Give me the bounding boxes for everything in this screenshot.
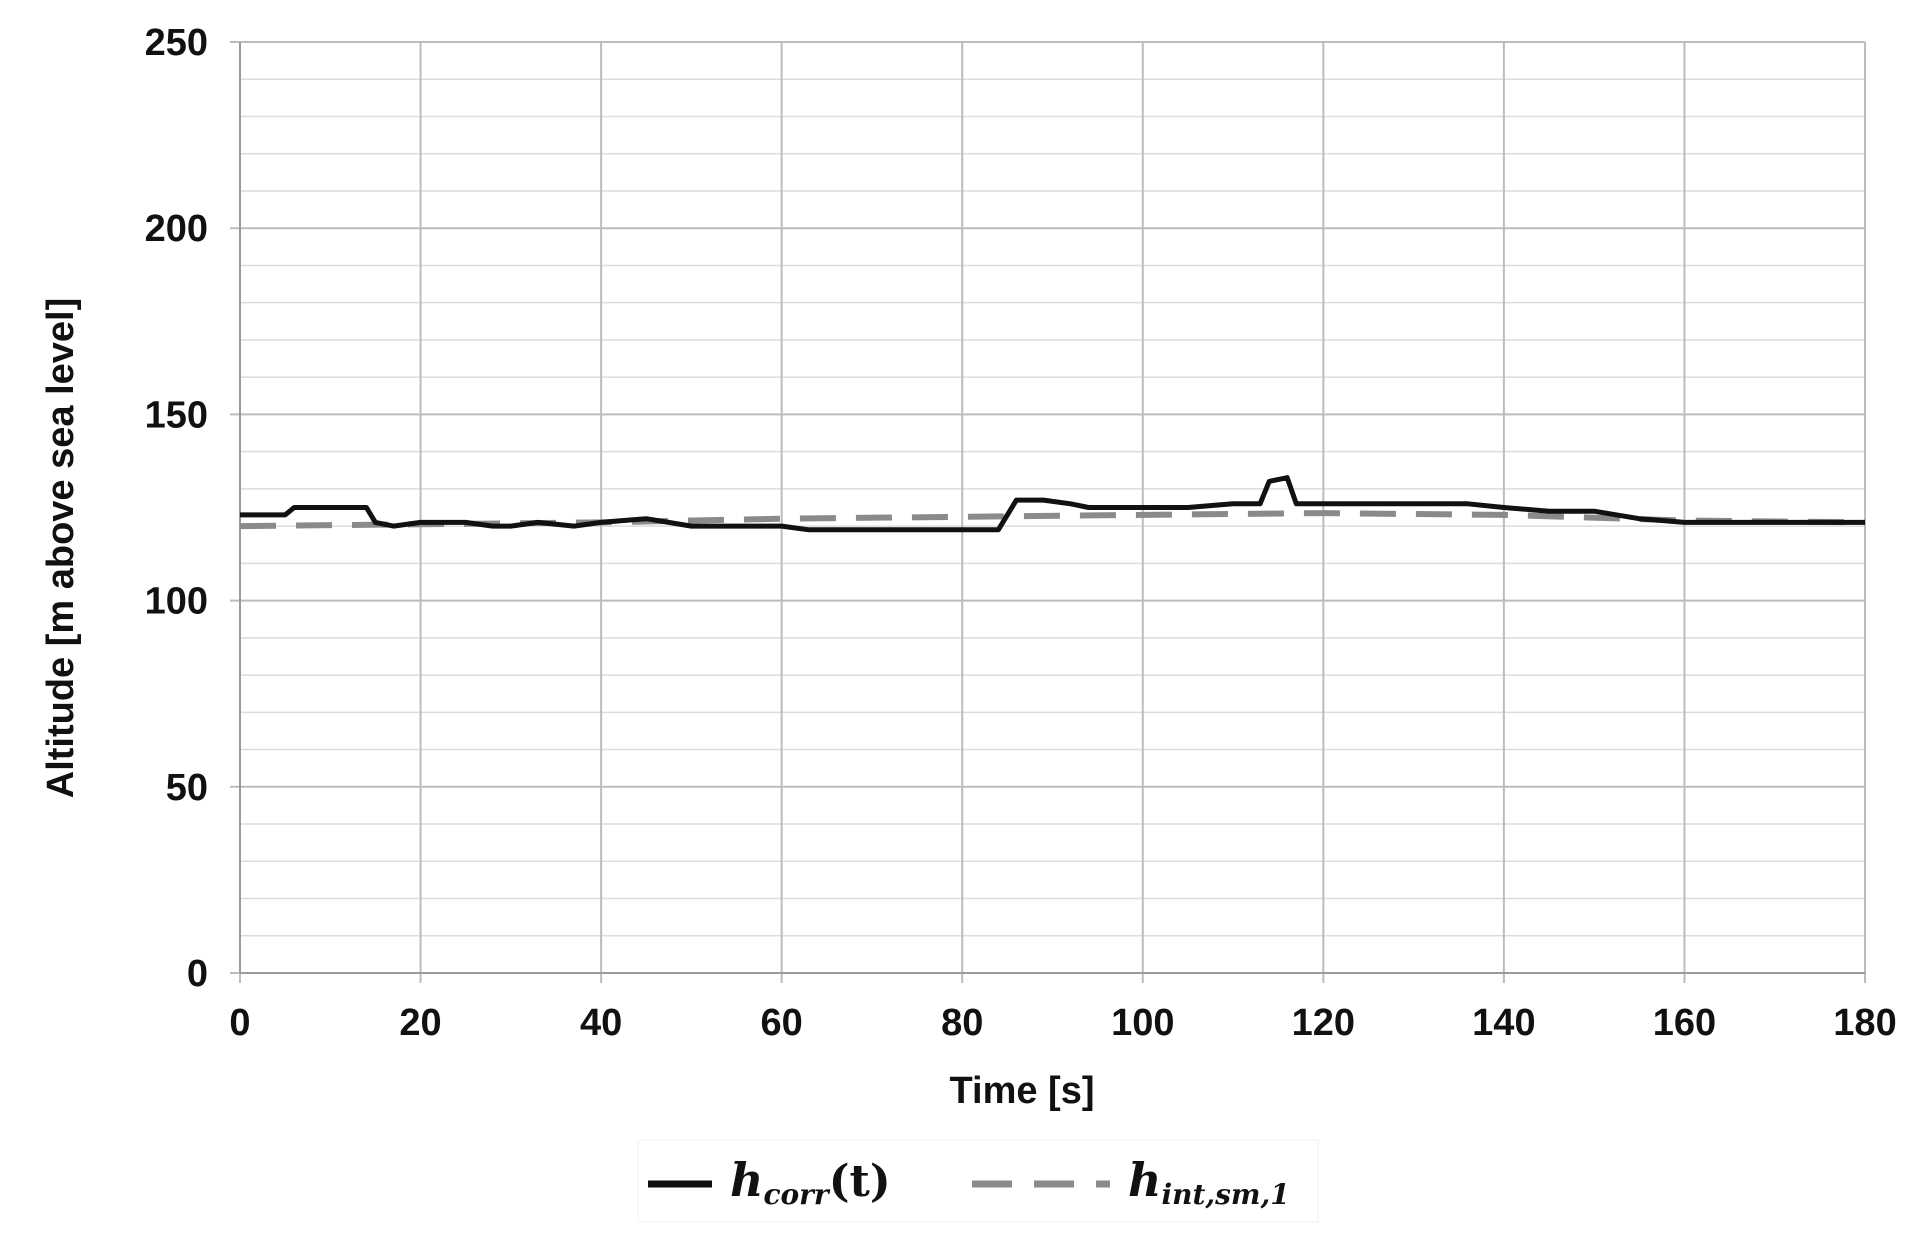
y-tick-label: 200	[145, 208, 208, 250]
series-line-h-int-sm-1	[239, 510, 1866, 530]
axes	[239, 42, 1865, 974]
y-tick-label: 250	[145, 22, 208, 64]
legend: hcorr(t) hint,sm,1	[637, 1139, 1319, 1223]
x-tick-label: 100	[1111, 1002, 1174, 1044]
x-tick-label: 60	[761, 1002, 803, 1044]
legend-label-h-int-sm-1-main: h	[1128, 1153, 1161, 1207]
legend-label-h-corr-sub: corr	[763, 1178, 830, 1211]
x-tick-label: 140	[1472, 1002, 1535, 1044]
legend-label-h-corr: hcorr(t)	[730, 1153, 891, 1211]
y-tick-label: 50	[166, 767, 208, 809]
x-tick-label: 120	[1292, 1002, 1355, 1044]
legend-label-h-int-sm-1-sub: int,sm,1	[1161, 1178, 1289, 1211]
y-tick-label: 0	[187, 953, 208, 995]
y-axis-title: Altitude [m above sea level]	[40, 298, 82, 799]
x-tick-label: 160	[1653, 1002, 1716, 1044]
x-axis-title: Time [s]	[949, 1070, 1094, 1112]
y-tick-label: 100	[145, 581, 208, 623]
plot-area-series	[239, 475, 1866, 533]
x-tick-label: 20	[399, 1002, 441, 1044]
x-tick-label: 40	[580, 1002, 622, 1044]
x-tick-label: 0	[229, 1002, 250, 1044]
legend-label-h-corr-suffix: (t)	[829, 1156, 891, 1207]
x-tick-label: 180	[1833, 1002, 1896, 1044]
legend-label-h-int-sm-1: hint,sm,1	[1128, 1153, 1290, 1211]
y-tick-label: 150	[145, 394, 208, 436]
tick-labels: 0 50 100 150 200 250 0 20 40 60 80 100 120 140 160 180	[145, 22, 1897, 1044]
x-tick-label: 80	[941, 1002, 983, 1044]
legend-label-h-corr-main: h	[730, 1153, 763, 1207]
series-line-h-corr	[240, 475, 1865, 533]
grid	[230, 41, 1866, 983]
